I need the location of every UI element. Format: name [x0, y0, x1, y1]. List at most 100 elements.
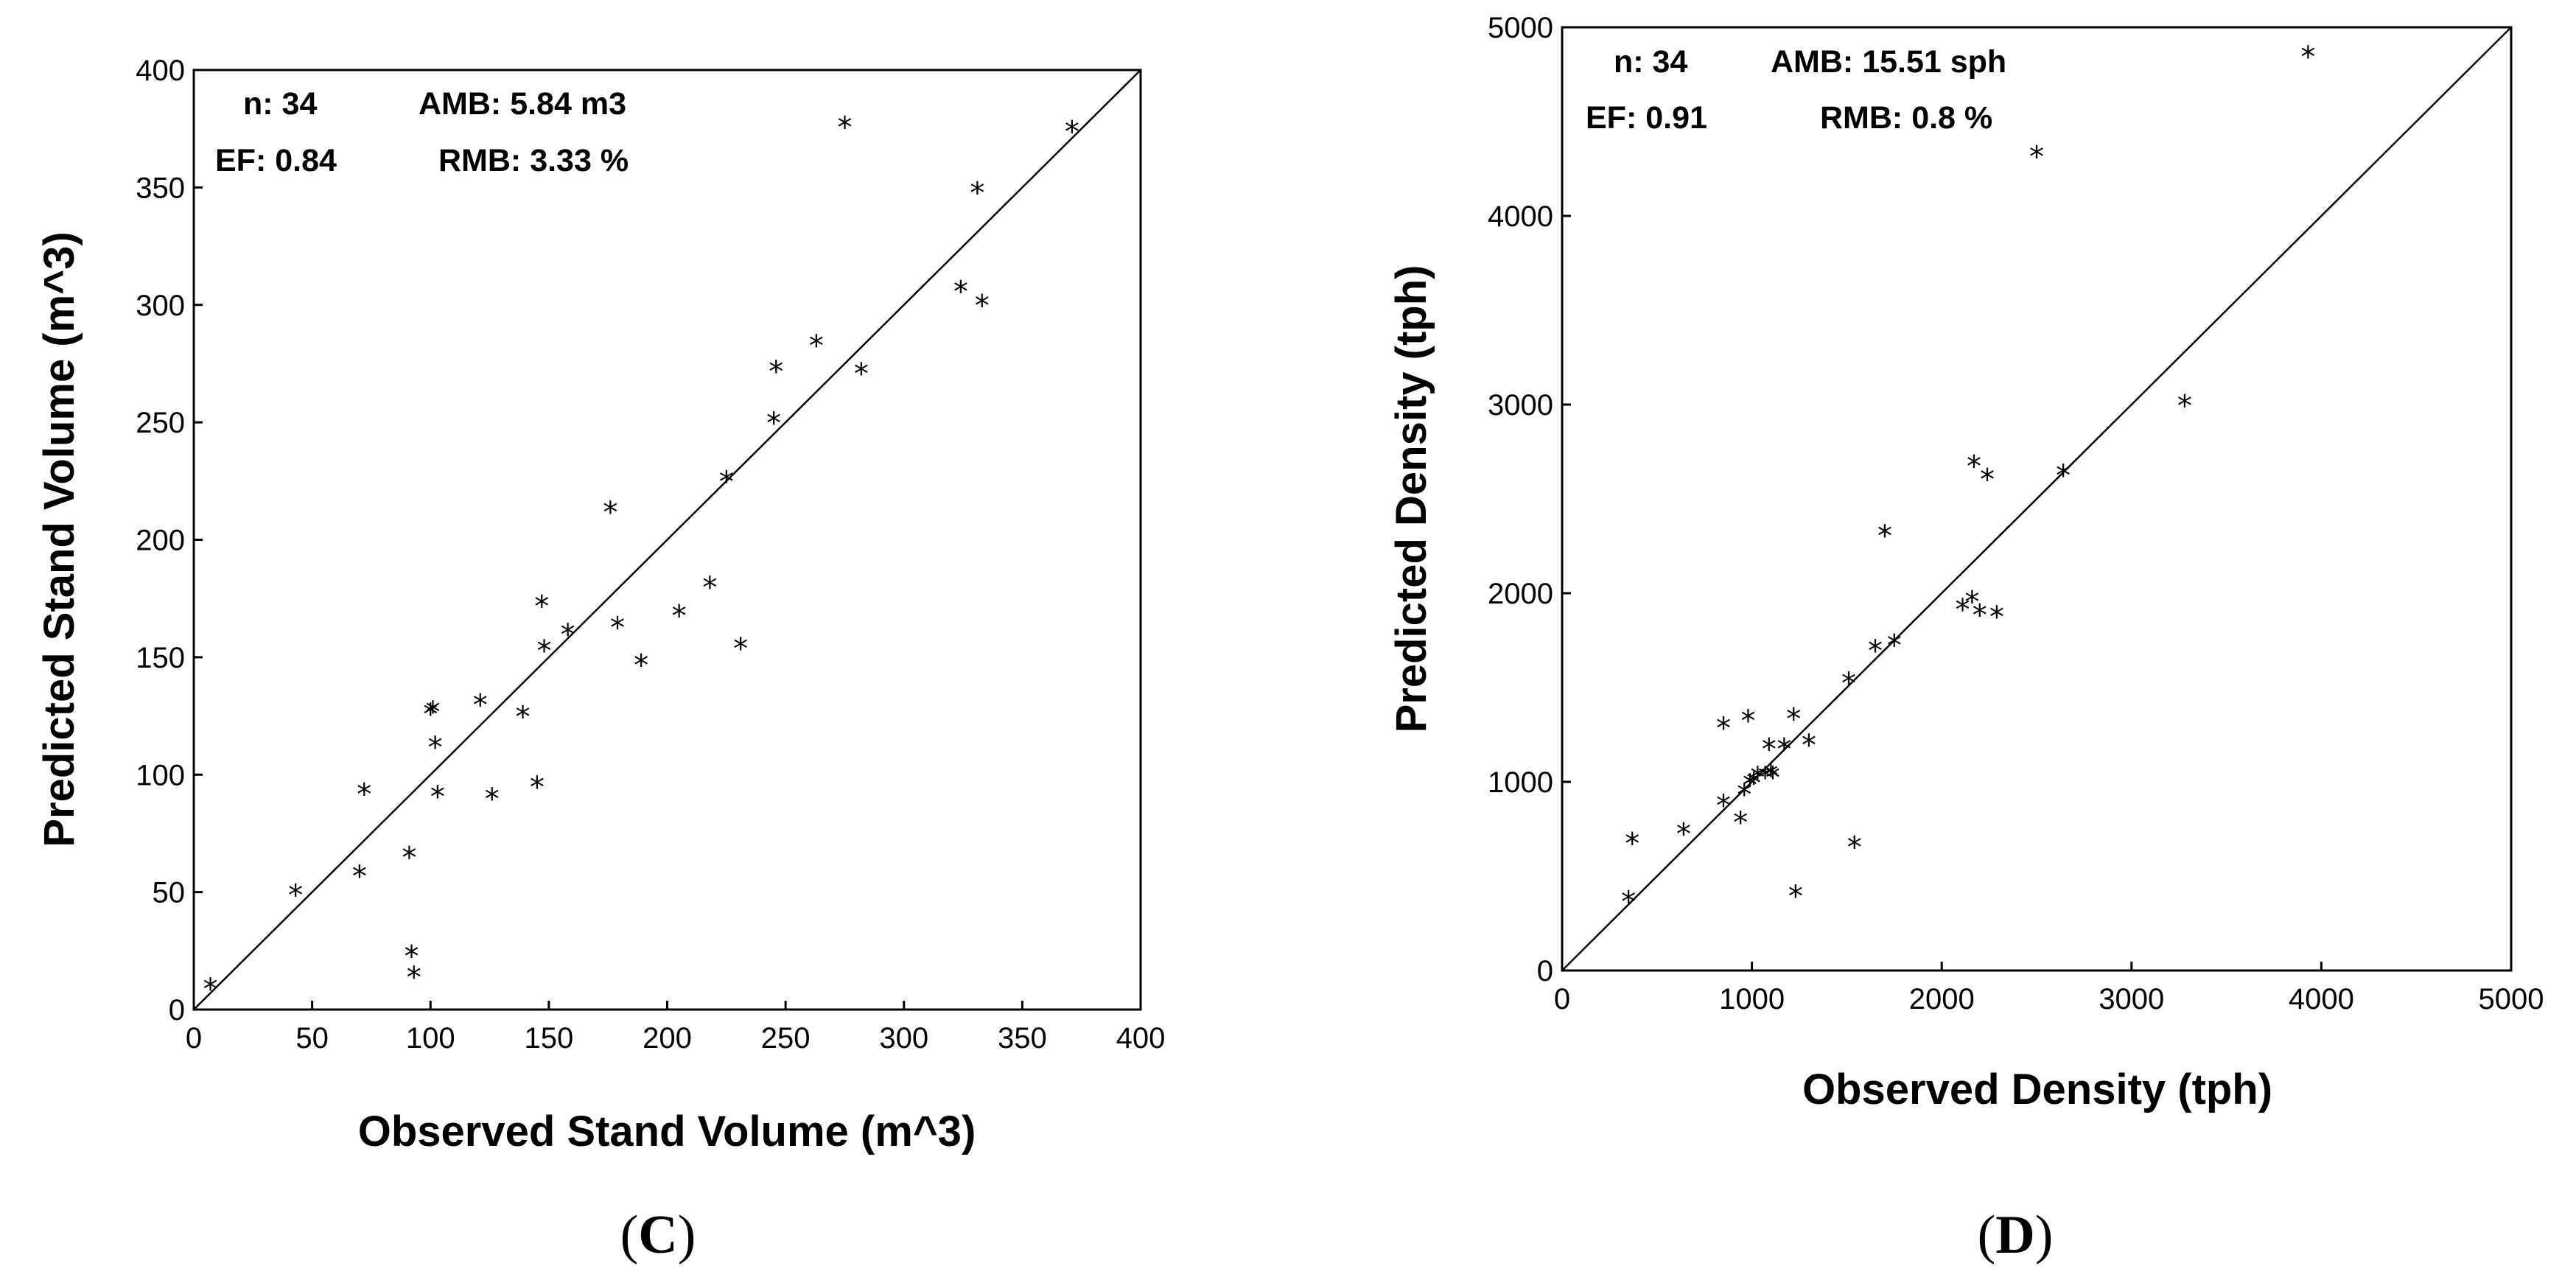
x-tick-label: 4000 [2289, 983, 2354, 1015]
data-point: * [536, 634, 551, 668]
data-point: * [809, 329, 824, 363]
y-tick-label: 2000 [1488, 578, 1553, 610]
data-point: * [719, 466, 734, 500]
x-tick-label: 0 [1554, 983, 1570, 1015]
data-point: * [1733, 806, 1748, 840]
panel-c-stat-rmb: RMB: 3.33 % [438, 143, 629, 178]
data-point: * [1777, 732, 1791, 766]
data-point: * [733, 632, 748, 666]
data-point: * [1868, 634, 1883, 668]
panel-d-stat-rmb: RMB: 0.8 % [1820, 100, 1992, 136]
data-point: * [428, 731, 443, 765]
x-tick-label: 350 [998, 1022, 1047, 1055]
y-tick-label: 300 [136, 290, 185, 322]
data-point: * [1973, 599, 1987, 633]
data-point: * [975, 290, 990, 324]
x-tick-label: 150 [525, 1022, 574, 1055]
data-point: * [634, 648, 648, 682]
data-point: * [769, 355, 783, 389]
panel-d-ticks: 0 1000 2000 3000 4000 5000 0 1000 2000 3000 4000 50… [1488, 12, 2544, 1015]
x-tick-label: 100 [406, 1022, 455, 1055]
panel-c-y-axis-title: Predicted Stand Volume (m^3) [35, 231, 83, 847]
panel-d-chart: 0 1000 2000 3000 4000 5000 0 1000 2000 3000 4000 50… [1387, 12, 2544, 1265]
panel-d-y-axis-title: Predicted Density (tph) [1387, 265, 1435, 733]
y-tick-label: 150 [136, 642, 185, 674]
y-tick-label: 100 [136, 759, 185, 791]
data-point: * [1989, 601, 2004, 634]
data-point: * [1743, 769, 1757, 802]
data-point: * [854, 357, 869, 391]
panel-c-ticks: 0 50 100 150 200 250 300 350 400 0 50 100 150 200 250 3… [136, 55, 1165, 1055]
data-point: * [837, 111, 852, 144]
y-tick-label: 0 [1537, 955, 1553, 987]
data-point: * [530, 771, 545, 805]
data-point: * [702, 571, 717, 605]
panel-c-x-axis-title: Observed Stand Volume (m^3) [358, 1108, 976, 1155]
panel-c-stat-amb: AMB: 5.84 m3 [419, 86, 626, 122]
data-point: * [2300, 41, 2315, 74]
x-tick-label: 5000 [2479, 983, 2544, 1015]
data-point: * [430, 780, 445, 814]
data-point: * [1625, 827, 1639, 861]
data-point: * [1763, 759, 1778, 793]
x-tick-label: 200 [643, 1022, 692, 1055]
data-point: * [603, 496, 617, 530]
panel-d-stat-amb: AMB: 15.51 sph [1771, 44, 2006, 80]
data-point: * [402, 842, 416, 875]
data-point: * [1746, 766, 1761, 800]
data-point: * [1887, 629, 1902, 663]
data-point: * [1877, 520, 1892, 553]
y-tick-label: 50 [153, 877, 186, 909]
data-point: * [1802, 729, 1816, 763]
data-point: * [2177, 389, 2192, 423]
data-point: * [1841, 667, 1856, 701]
panel-c-stat-n: n: 34 [243, 86, 317, 122]
panel-d-identity-line [1561, 27, 2512, 971]
panel-c-identity-line [193, 69, 1141, 1010]
data-point: * [561, 618, 575, 652]
data-point: * [1964, 586, 1979, 620]
y-tick-label: 5000 [1488, 12, 1553, 44]
panel-d-x-axis-title: Observed Density (tph) [1802, 1066, 2272, 1113]
x-tick-label: 300 [879, 1022, 928, 1055]
data-point: * [407, 961, 421, 995]
data-point: * [357, 778, 371, 812]
y-tick-label: 350 [136, 172, 185, 204]
y-tick-label: 400 [136, 55, 185, 87]
x-tick-label: 1000 [1719, 983, 1785, 1015]
x-tick-label: 50 [295, 1022, 329, 1055]
data-point: * [1762, 732, 1777, 766]
panel-c-chart: 0 50 100 150 200 250 300 350 400 0 50 100 150 200 250 3… [35, 55, 1165, 1265]
data-point: * [1065, 116, 1079, 150]
data-point: * [766, 407, 781, 441]
data-point: * [288, 879, 303, 913]
y-tick-label: 200 [136, 525, 185, 557]
data-point: * [534, 590, 549, 624]
x-tick-label: 3000 [2099, 983, 2164, 1015]
panel-c-points: ***************** ***************** [203, 111, 1079, 1007]
data-point: * [1765, 761, 1780, 795]
panel-d-points: ** ******************************** [1621, 41, 2315, 920]
data-point: * [352, 860, 367, 894]
y-tick-label: 0 [169, 994, 185, 1027]
data-point: * [953, 275, 968, 309]
data-point: * [1788, 880, 1803, 914]
panel-d-label: (D) [1978, 1205, 2054, 1265]
y-tick-label: 4000 [1488, 200, 1553, 233]
y-tick-label: 1000 [1488, 766, 1553, 799]
y-tick-label: 3000 [1488, 389, 1553, 422]
data-point: * [425, 696, 440, 730]
panel-c-stat-ef: EF: 0.84 [215, 143, 337, 178]
data-point: * [405, 940, 419, 974]
data-point: * [1716, 712, 1731, 746]
data-point: * [1758, 761, 1773, 795]
x-tick-label: 400 [1116, 1022, 1166, 1055]
data-point: * [1750, 761, 1765, 795]
data-point: * [1967, 450, 1981, 483]
data-point: * [672, 599, 687, 633]
panel-d-stat-n: n: 34 [1614, 44, 1687, 80]
data-point: * [423, 698, 438, 732]
data-point: * [1980, 463, 1995, 497]
data-point: * [1621, 886, 1636, 920]
